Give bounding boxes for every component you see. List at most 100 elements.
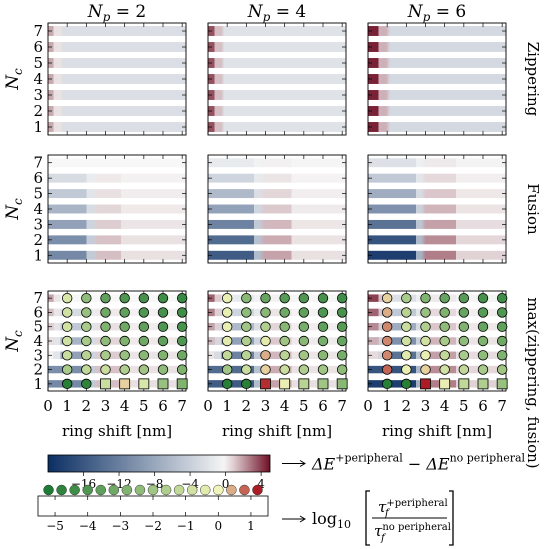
fusion-rate-marker bbox=[298, 292, 310, 304]
fusion-rate-square-marker bbox=[260, 378, 271, 390]
energy-stripe-Nc2 bbox=[368, 235, 506, 245]
rate-label-denominator: τno peripheral bbox=[374, 522, 451, 540]
fusion-rate-marker bbox=[477, 335, 489, 347]
fusion-rate-marker bbox=[439, 292, 450, 304]
fusion-rate-marker bbox=[241, 350, 252, 361]
fusion-rate-square-marker bbox=[176, 378, 188, 390]
fusion-rate-marker bbox=[401, 335, 412, 347]
rate-colorbar-dot bbox=[226, 484, 237, 496]
fusion-rate-marker bbox=[157, 350, 169, 361]
fusion-rate-marker bbox=[381, 364, 393, 375]
zipper-overlay bbox=[368, 308, 379, 317]
energy-stripe-Nc6 bbox=[208, 173, 346, 183]
rate-colorbar-dot bbox=[213, 484, 224, 496]
fusion-rate-marker bbox=[420, 307, 431, 318]
fusion-rate-marker bbox=[317, 335, 329, 347]
x-tick-label: 3 bbox=[261, 397, 271, 415]
y-axis-label: Nc bbox=[3, 330, 25, 353]
y-tick-label: 5 bbox=[33, 54, 43, 72]
fusion-rate-marker bbox=[260, 364, 271, 375]
fusion-rate-marker bbox=[81, 335, 92, 347]
zipper-overlay bbox=[53, 294, 61, 302]
fusion-rate-marker bbox=[439, 321, 450, 332]
fusion-rate-marker bbox=[260, 350, 271, 361]
fusion-rate-marker bbox=[420, 335, 431, 347]
y-tick-label: 3 bbox=[33, 86, 43, 104]
y-tick-label: 4 bbox=[33, 200, 43, 218]
column-title: Np = 4 bbox=[247, 2, 306, 24]
energy-label-superscript: no peripheral bbox=[450, 452, 526, 465]
fusion-rate-square-marker bbox=[138, 378, 150, 390]
fusion-rate-marker bbox=[157, 335, 169, 347]
zipper-overlay bbox=[214, 351, 222, 359]
y-axis-label-subscript: c bbox=[11, 198, 25, 205]
rate-label-numerator: τ+peripheral bbox=[378, 498, 448, 516]
rate-colorbar-tick-label: 0 bbox=[214, 519, 222, 533]
energy-stripe-Nc1 bbox=[208, 380, 346, 388]
panel-zippering-col2 bbox=[207, 22, 347, 136]
rate-colorbar-dot bbox=[95, 484, 107, 496]
y-tick-label: 6 bbox=[33, 169, 43, 187]
fusion-rate-marker bbox=[100, 292, 111, 304]
energy-stripe-Nc6 bbox=[48, 42, 186, 52]
zipper-overlay bbox=[368, 351, 379, 359]
fusion-rate-marker bbox=[61, 335, 73, 347]
column-title-symbol: N bbox=[247, 2, 264, 22]
fusion-rate-marker bbox=[81, 292, 92, 304]
fusion-rate-marker bbox=[81, 378, 92, 390]
fusion-rate-marker bbox=[496, 292, 508, 304]
y-tick-label: 5 bbox=[33, 185, 43, 203]
x-axis-label: ring shift [nm] bbox=[62, 422, 172, 440]
fusion-rate-marker bbox=[298, 321, 310, 332]
y-tick-label: 6 bbox=[33, 303, 43, 321]
fusion-rate-marker bbox=[221, 321, 233, 332]
energy-stripe-Nc1 bbox=[48, 380, 186, 388]
fusion-rate-marker bbox=[336, 335, 348, 347]
fusion-rate-marker bbox=[496, 321, 508, 332]
energy-colorbar: −16 −12 −8 −4 0 4ΔE+peripheral − ΔEno periphe… bbox=[47, 452, 526, 491]
fusion-rate-marker bbox=[496, 350, 508, 361]
rate-colorbar-tick-label: −1 bbox=[177, 519, 195, 533]
energy-stripe-Nc7 bbox=[208, 294, 346, 302]
rate-label-superscript: no peripheral bbox=[382, 522, 451, 533]
x-tick-label: 0 bbox=[203, 397, 213, 415]
x-tick-label: 2 bbox=[82, 397, 92, 415]
energy-stripe-Nc7 bbox=[48, 26, 186, 36]
rate-arrow-head bbox=[299, 515, 306, 523]
energy-stripe-Nc5 bbox=[208, 58, 346, 68]
x-tick-label: 7 bbox=[497, 397, 507, 415]
fusion-rate-marker bbox=[298, 350, 310, 361]
x-tick-label: 5 bbox=[139, 397, 149, 415]
rate-colorbar-dot bbox=[43, 484, 54, 496]
energy-colorbar-tick-label: 0 bbox=[222, 477, 230, 491]
fusion-rate-marker bbox=[298, 335, 310, 347]
fusion-rate-square-marker bbox=[420, 378, 431, 390]
fusion-rate-marker bbox=[279, 292, 290, 304]
fusion-rate-marker bbox=[381, 307, 393, 318]
row-title: Fusion bbox=[524, 183, 542, 235]
rate-label-bracket-left bbox=[365, 490, 370, 546]
fusion-rate-marker bbox=[157, 307, 169, 318]
y-axis-label-symbol: N bbox=[3, 336, 23, 353]
x-tick-label: 2 bbox=[402, 397, 412, 415]
fusion-rate-marker bbox=[336, 350, 348, 361]
x-tick-label: 6 bbox=[318, 397, 328, 415]
fusion-rate-marker bbox=[81, 364, 92, 375]
text-layer: Np = 2 Np = 4 Np = 6NcNcNcZipperingFusionm… bbox=[3, 2, 542, 469]
rate-label-tau: τ bbox=[378, 498, 387, 516]
fusion-rate-marker bbox=[381, 292, 393, 304]
fusion-rate-marker bbox=[401, 378, 412, 390]
fusion-rate-marker bbox=[157, 321, 169, 332]
zipper-overlay bbox=[368, 294, 379, 302]
fusion-rate-marker bbox=[61, 364, 73, 375]
energy-stripe-Nc1 bbox=[48, 250, 186, 260]
fusion-rate-marker bbox=[100, 335, 111, 347]
energy-stripe-Nc6 bbox=[208, 42, 346, 52]
fusion-rate-marker bbox=[138, 292, 150, 304]
zipper-overlay bbox=[368, 337, 379, 345]
fusion-rate-marker bbox=[221, 364, 233, 375]
fusion-rate-marker bbox=[221, 292, 233, 304]
